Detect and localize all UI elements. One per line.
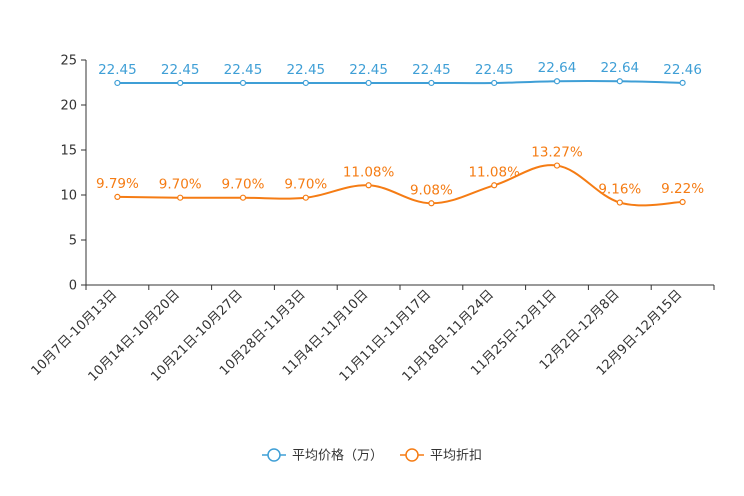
series-1: 9.79% 9.70% 9.70% 9.70% 11.08% 9.08% 11.08% 13.… xyxy=(96,145,704,207)
legend-label: 平均折扣 xyxy=(430,449,482,464)
data-point[interactable] xyxy=(365,182,372,189)
data-point[interactable] xyxy=(302,79,309,87)
legend-item-0[interactable]: 平均价格（万） xyxy=(262,448,383,464)
data-point[interactable] xyxy=(177,194,184,201)
data-point[interactable] xyxy=(616,78,623,85)
y-tick-label: 10 xyxy=(60,189,77,204)
series-0: 22.45 22.45 22.45 22.45 22.45 22.45 22.45 22.64… xyxy=(98,60,702,87)
data-point[interactable] xyxy=(302,194,309,201)
y-tick-label: 5 xyxy=(69,234,77,249)
legend-circle-icon xyxy=(267,448,281,462)
series-line xyxy=(117,164,683,207)
data-point[interactable] xyxy=(616,199,623,206)
data-label: 13.27% xyxy=(531,145,583,161)
data-point[interactable] xyxy=(679,79,686,86)
data-label: 22.45 xyxy=(412,62,451,78)
chart-axes: 051015202510月7日-10月13日10月14日-10月20日10月21… xyxy=(29,54,715,385)
data-label: 22.45 xyxy=(98,62,137,78)
y-tick-label: 0 xyxy=(69,279,77,294)
data-label: 11.08% xyxy=(468,164,520,180)
data-label: 22.64 xyxy=(600,60,639,76)
data-label: 9.70% xyxy=(222,177,265,193)
data-label: 9.16% xyxy=(598,182,641,198)
data-point[interactable] xyxy=(114,79,121,87)
data-point[interactable] xyxy=(114,193,121,200)
data-label: 9.08% xyxy=(410,182,453,198)
y-tick-label: 20 xyxy=(60,99,77,114)
legend-item-1[interactable]: 平均折扣 xyxy=(400,448,482,464)
data-label: 11.08% xyxy=(343,164,395,180)
data-point[interactable] xyxy=(679,198,686,206)
chart-legend[interactable]: 平均价格（万） 平均折扣 xyxy=(262,448,482,464)
data-label: 22.45 xyxy=(224,62,263,78)
data-point[interactable] xyxy=(177,79,184,87)
y-tick-label: 15 xyxy=(60,144,77,159)
data-point[interactable] xyxy=(553,78,561,85)
data-label: 22.64 xyxy=(538,60,577,76)
data-label: 9.22% xyxy=(661,181,704,197)
legend-label: 平均价格（万） xyxy=(292,448,383,464)
data-label: 9.79% xyxy=(96,176,139,192)
data-label: 22.45 xyxy=(161,62,200,78)
data-label: 22.45 xyxy=(349,62,388,78)
data-point[interactable] xyxy=(239,194,247,201)
data-label: 22.45 xyxy=(475,62,514,78)
data-label: 9.70% xyxy=(284,177,327,193)
data-label: 9.70% xyxy=(159,177,202,193)
legend-circle-icon xyxy=(405,448,419,462)
y-tick-label: 25 xyxy=(60,54,77,69)
data-point[interactable] xyxy=(239,79,247,87)
data-point[interactable] xyxy=(428,79,435,87)
data-point[interactable] xyxy=(428,200,435,207)
series-line xyxy=(117,80,683,85)
data-label: 22.45 xyxy=(286,62,325,78)
data-point[interactable] xyxy=(553,162,561,169)
data-point[interactable] xyxy=(365,79,372,87)
chart-series: 22.45 22.45 22.45 22.45 22.45 22.45 22.45 22.64… xyxy=(96,60,704,207)
data-label: 22.46 xyxy=(663,62,702,78)
data-point[interactable] xyxy=(491,182,498,189)
data-point[interactable] xyxy=(491,79,498,87)
